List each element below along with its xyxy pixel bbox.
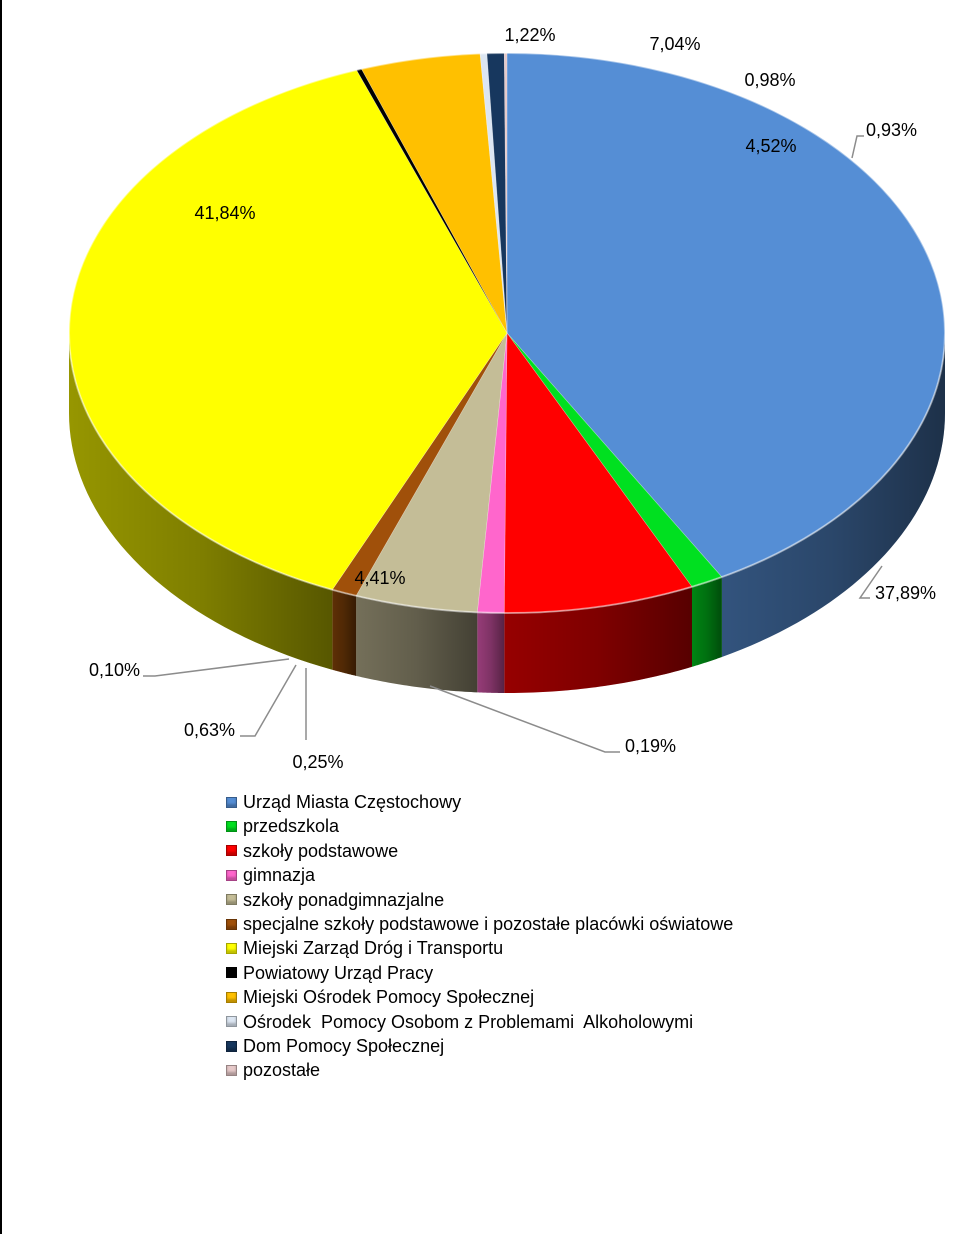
legend-swatch: [226, 967, 237, 979]
pie-top-faces: [68, 52, 946, 614]
data-label-pozostale: 0,10%: [89, 660, 140, 680]
legend-label: przedszkola: [243, 816, 340, 837]
data-label-urzad-miasta-czestochowy: 41,84%: [194, 203, 255, 223]
pie-side-shading: [332, 589, 357, 676]
pie-side-shading: [504, 586, 692, 693]
pie-slice-osrodek-pomocy-osobom-z-problemami-alkoholowymi: [479, 52, 508, 334]
legend-swatch: [226, 894, 237, 906]
legend-swatch: [226, 796, 237, 808]
leader-line-miejski-zarzad-drog-i-transportu: [858, 565, 883, 599]
legend-label: gimnazja: [243, 865, 316, 886]
data-label-specjalne-szkoly-podstawowe-i-pozostale-placowki-oswiatowe: 0,93%: [866, 120, 917, 140]
pie-side-shading: [69, 333, 333, 670]
pie-slice-specjalne-szkoly-podstawowe-i-pozostale-placowki-oswiatowe: [331, 332, 508, 597]
legend-label: szkoły ponadgimnazjalne: [243, 889, 445, 910]
leader-line-dom-pomocy-spolecznej: [240, 664, 297, 737]
legend-item-szkoly-ponadgimnazjalne: szkoły ponadgimnazjalne: [226, 888, 733, 912]
leader-line-specjalne-szkoly-podstawowe-i-pozostale-placowki-oswiatowe: [851, 135, 864, 159]
legend-item-pozostale: pozostałe: [226, 1058, 733, 1082]
legend-label: Ośrodek Pomocy Osobom z Problemami Alkoh…: [243, 1011, 694, 1032]
legend-swatch: [226, 1040, 237, 1052]
legend-item-gimnazja: gimnazja: [226, 863, 733, 887]
data-label-powiatowy-urzad-pracy: 0,19%: [625, 736, 676, 756]
legend-label: szkoły podstawowe: [243, 840, 399, 861]
legend-label: Urząd Miasta Częstochowy: [243, 792, 462, 812]
pie-rim-highlight: [68, 52, 946, 614]
legend-item-miejski-zarzad-drog-i-transportu: Miejski Zarząd Dróg i Transportu: [226, 936, 733, 960]
legend-swatch: [226, 821, 237, 833]
pie-side-walls: [69, 333, 945, 693]
pie-side-shading: [356, 595, 478, 693]
pie-slice-dom-pomocy-spolecznej: [486, 52, 508, 334]
data-label-dom-pomocy-spolecznej: 0,63%: [184, 720, 235, 740]
pie-slice-miejski-zarzad-drog-i-transportu: [68, 69, 508, 591]
data-label-szkoly-ponadgimnazjalne: 4,52%: [745, 136, 796, 156]
data-label-miejski-osrodek-pomocy-spolecznej: 4,41%: [354, 568, 405, 588]
legend-item-dom-pomocy-spolecznej: Dom Pomocy Społecznej: [226, 1034, 733, 1058]
legend-label: specjalne szkoły podstawowe i pozostałe …: [243, 913, 734, 934]
pie-slice-szkoly-ponadgimnazjalne: [355, 332, 508, 613]
legend-swatch: [226, 943, 237, 955]
legend-label: pozostałe: [243, 1060, 321, 1081]
pie-chart: 41,84% 1,22% 7,04% 0,98% 4,52% 0,93% 37,89% 0,1…: [68, 25, 946, 772]
data-label-gimnazja: 0,98%: [744, 70, 795, 90]
pie-slice-miejski-osrodek-pomocy-spolecznej: [361, 53, 508, 334]
pie-side-shading: [477, 612, 505, 693]
pie-slice-pozostale: [503, 52, 508, 334]
data-label-przedszkola: 1,22%: [504, 25, 555, 45]
legend-swatch: [226, 991, 237, 1003]
pie-slice-gimnazja: [476, 332, 508, 614]
legend-item-szkoly-podstawowe: szkoły podstawowe: [226, 839, 733, 863]
legend-item-osrodek-pomocy-osobom-z-problemami-alkoholowymi: Ośrodek Pomocy Osobom z Problemami Alkoh…: [226, 1010, 733, 1034]
data-label-miejski-zarzad-drog-i-transportu: 37,89%: [875, 583, 936, 603]
legend-swatch: [226, 845, 237, 857]
data-label-osrodek-pomocy-osobom-z-problemami-alkoholowymi: 0,25%: [292, 752, 343, 772]
legend-label: Miejski Ośrodek Pomocy Społecznej: [243, 987, 535, 1008]
leader-lines: [143, 135, 883, 753]
pie-side-shading: [721, 333, 945, 657]
legend-item-urzad-miasta-czestochowy: Urząd Miasta Częstochowy: [226, 790, 733, 814]
left-frame-border: [0, 0, 2, 1234]
legend-swatch: [226, 1064, 237, 1076]
pie-slice-przedszkola: [506, 332, 723, 588]
pie-slice-powiatowy-urzad-pracy: [356, 68, 508, 334]
slice-labels: 41,84% 1,22% 7,04% 0,98% 4,52% 0,93% 37,89% 0,1…: [89, 25, 936, 772]
leader-line-pozostale: [143, 658, 290, 677]
pie-slice-urzad-miasta-czestochowy: [506, 52, 946, 578]
data-label-szkoly-podstawowe: 7,04%: [649, 34, 700, 54]
legend-swatch: [226, 918, 237, 930]
legend: Urząd Miasta Częstochowy przedszkola szkoł…: [226, 790, 733, 1083]
legend-item-powiatowy-urzad-pracy: Powiatowy Urząd Pracy: [226, 961, 733, 985]
legend-item-specjalne-szkoly-podstawowe-i-pozostale-placowki-oswiatowe: specjalne szkoły podstawowe i pozostałe …: [226, 912, 733, 936]
legend-item-przedszkola: przedszkola: [226, 814, 733, 838]
legend-item-miejski-osrodek-pomocy-spolecznej: Miejski Ośrodek Pomocy Społecznej: [226, 985, 733, 1009]
leader-line-powiatowy-urzad-pracy: [429, 685, 620, 753]
legend-label: Miejski Zarząd Dróg i Transportu: [243, 938, 504, 959]
pie-slice-szkoly-podstawowe: [503, 332, 693, 614]
legend-label: Powiatowy Urząd Pracy: [243, 962, 434, 983]
pie-side-shading: [692, 577, 722, 667]
legend-swatch: [226, 1016, 237, 1028]
legend-swatch: [226, 869, 237, 881]
legend-label: Dom Pomocy Społecznej: [243, 1035, 445, 1056]
